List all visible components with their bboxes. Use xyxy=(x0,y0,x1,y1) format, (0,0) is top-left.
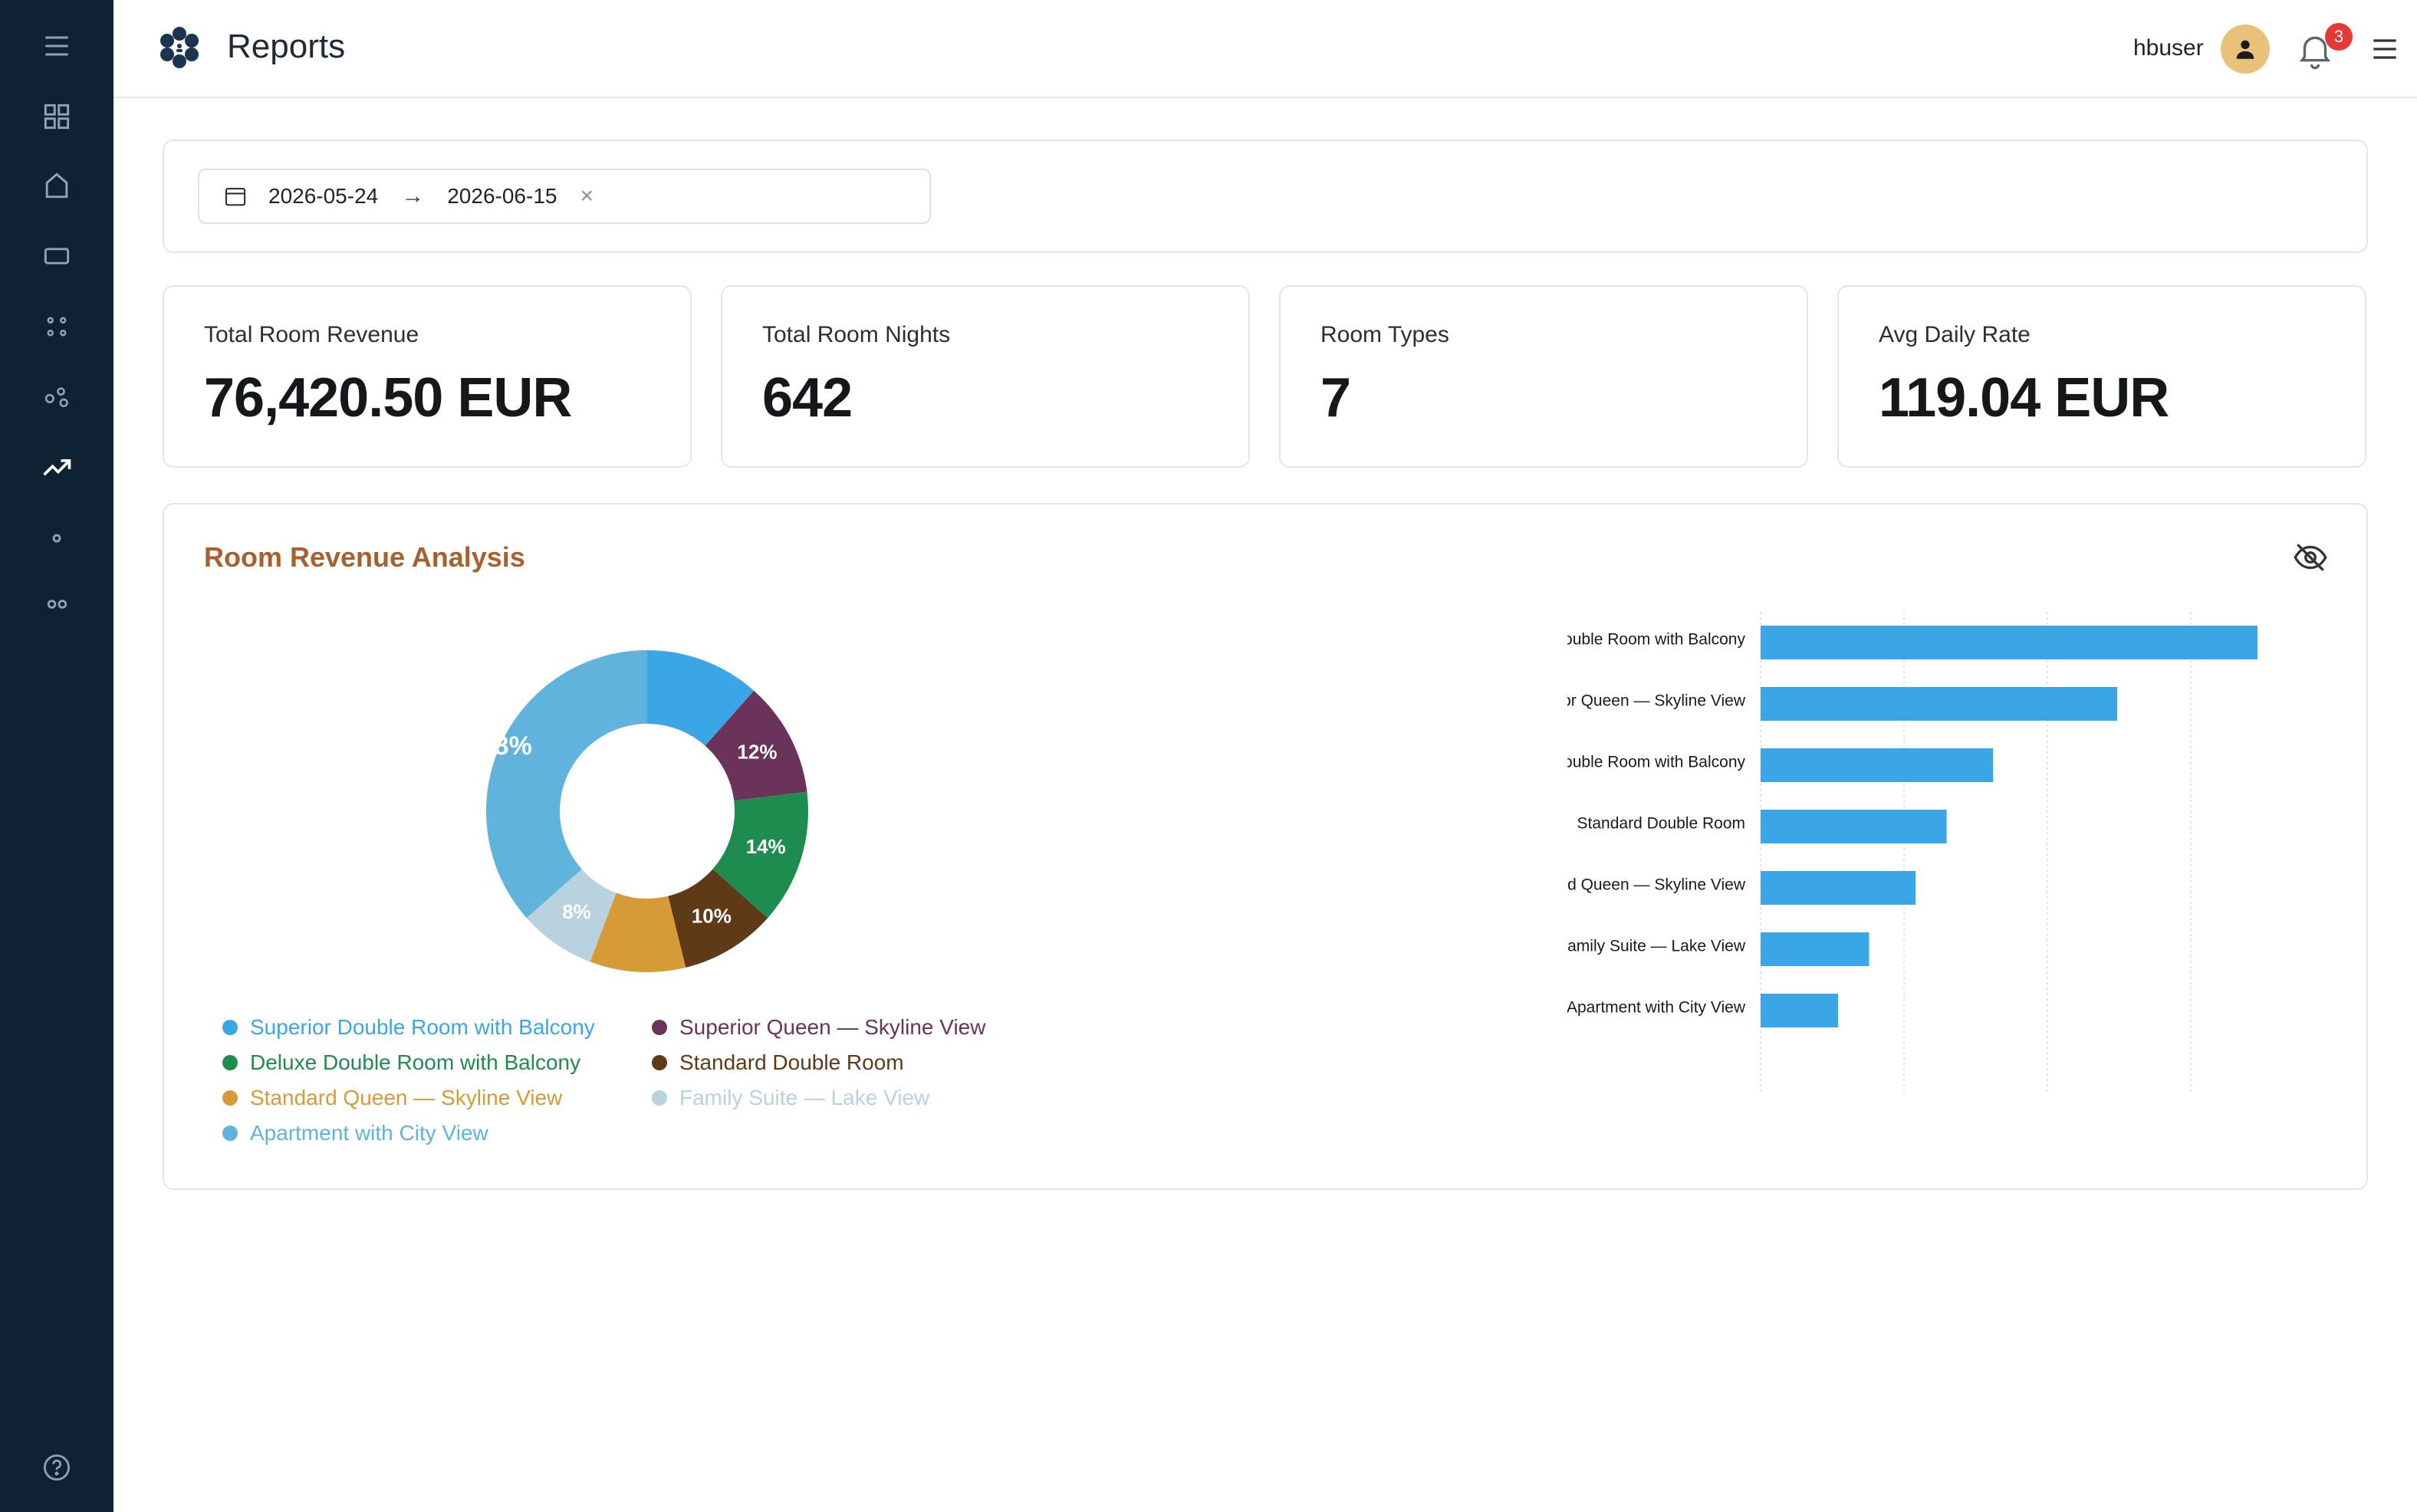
analysis-title: Room Revenue Analysis xyxy=(204,541,525,573)
sidebar xyxy=(0,0,113,1512)
legend-label: Deluxe Double Room with Balcony xyxy=(250,1050,581,1074)
bar-category-label: Standard Double Room xyxy=(1577,815,1745,833)
bar-category-label: Superior Double Room with Balcony xyxy=(1567,631,1745,649)
legend-dot xyxy=(222,1126,238,1141)
donut-slice[interactable] xyxy=(485,650,647,919)
reports-trend-icon[interactable] xyxy=(38,449,75,486)
donut-slice[interactable] xyxy=(526,869,617,962)
stat-value: 642 xyxy=(762,367,853,429)
bar-category-label: Deluxe Double Room with Balcony xyxy=(1567,754,1745,771)
dashboard-grid-icon[interactable] xyxy=(38,98,75,135)
legend-dot xyxy=(652,1055,667,1070)
bar[interactable] xyxy=(1761,748,1994,782)
end-date-input[interactable]: 2026-06-15 xyxy=(447,184,557,208)
legend-dot xyxy=(652,1020,667,1035)
legend-label: Superior Double Room with Balcony xyxy=(250,1015,595,1039)
hide-eye-icon[interactable] xyxy=(2291,538,2330,577)
filter-card: 2026-05-24 → 2026-06-15 × xyxy=(163,140,2368,253)
legend-item[interactable]: Standard Double Room xyxy=(652,1050,904,1075)
stat-value: 119.04 EUR xyxy=(1879,367,2169,429)
bar[interactable] xyxy=(1761,810,1947,843)
calendar-icon xyxy=(225,188,246,206)
donut-slice-label: 10% xyxy=(692,905,732,928)
legend-label: Family Suite — Lake View xyxy=(679,1086,930,1109)
stat-card-room-types: Room Types 7 xyxy=(1279,285,1808,468)
donut-slice-label: 12% xyxy=(737,741,777,764)
page-title: Reports xyxy=(227,28,346,65)
stat-value: 7 xyxy=(1320,367,1351,429)
bar-category-label: Apartment with City View xyxy=(1567,999,1746,1017)
bar[interactable] xyxy=(1761,626,2258,659)
bar-category-label: Standard Queen — Skyline View xyxy=(1567,876,1746,894)
stat-card-total-room-nights: Total Room Nights 642 xyxy=(721,285,1250,468)
bar[interactable] xyxy=(1761,932,1869,966)
date-range-picker[interactable]: 2026-05-24 → 2026-06-15 × xyxy=(198,169,931,224)
rooms-icon[interactable] xyxy=(38,238,75,274)
bar-category-label: Superior Queen — Skyline View xyxy=(1567,692,1746,710)
notification-bell-icon[interactable] xyxy=(2294,29,2336,71)
apps-dots-icon[interactable] xyxy=(38,308,75,345)
legend-item[interactable]: Standard Queen — Skyline View xyxy=(222,1086,562,1110)
arrow-right-icon: → xyxy=(401,183,425,209)
stat-label: Total Room Revenue xyxy=(204,322,419,347)
home-icon[interactable] xyxy=(38,167,75,204)
donut-chart: 12% 14% 10% 8% 38% xyxy=(480,650,808,972)
header-menu-icon[interactable] xyxy=(2368,32,2402,66)
legend-dot xyxy=(652,1090,667,1106)
donut-slice-label: 14% xyxy=(746,835,786,858)
legend-item[interactable]: Apartment with City View xyxy=(222,1121,488,1146)
connections-icon[interactable] xyxy=(38,379,75,416)
room-revenue-analysis-card: Room Revenue Analysis 12% 14% 10% 8% 38% Sup… xyxy=(163,503,2368,1190)
avatar[interactable] xyxy=(2221,25,2270,74)
stat-label: Room Types xyxy=(1320,322,1449,347)
top-header: Reports hbuser 3 xyxy=(113,0,2417,98)
clear-date-icon[interactable]: × xyxy=(580,183,594,209)
logo-icon[interactable] xyxy=(155,23,204,72)
donut-slice[interactable] xyxy=(647,650,755,746)
single-dot-icon[interactable] xyxy=(38,520,75,557)
stat-value: 76,420.50 EUR xyxy=(204,367,572,429)
stat-card-avg-daily-rate: Avg Daily Rate 119.04 EUR xyxy=(1837,285,2366,468)
donut-slice[interactable] xyxy=(712,791,808,919)
legend-label: Standard Queen — Skyline View xyxy=(250,1086,563,1109)
help-icon[interactable] xyxy=(38,1449,75,1486)
legend-dot xyxy=(222,1090,238,1106)
start-date-input[interactable]: 2026-05-24 xyxy=(268,184,379,208)
legend-item[interactable]: Superior Queen — Skyline View xyxy=(652,1015,985,1040)
legend-item[interactable]: Superior Double Room with Balcony xyxy=(222,1015,595,1040)
menu-toggle-icon[interactable] xyxy=(38,28,75,64)
donut-slice[interactable] xyxy=(705,690,807,801)
bar[interactable] xyxy=(1761,687,2117,721)
legend-item[interactable]: Deluxe Double Room with Balcony xyxy=(222,1050,580,1075)
donut-slice-label: 8% xyxy=(562,900,591,923)
donut-slice-label: 38% xyxy=(480,731,532,761)
double-dot-icon[interactable] xyxy=(38,586,75,623)
legend-label: Standard Double Room xyxy=(679,1050,904,1074)
notification-badge: 3 xyxy=(2325,23,2353,51)
bar[interactable] xyxy=(1761,994,1839,1027)
bar[interactable] xyxy=(1761,871,1916,905)
donut-slice[interactable] xyxy=(668,869,768,968)
legend-dot xyxy=(222,1020,238,1035)
stat-label: Avg Daily Rate xyxy=(1879,322,2031,347)
legend-dot xyxy=(222,1055,238,1070)
bar-category-label: Family Suite — Lake View xyxy=(1567,938,1746,955)
stat-card-total-room-revenue: Total Room Revenue 76,420.50 EUR xyxy=(163,285,692,468)
legend-label: Apartment with City View xyxy=(250,1121,488,1145)
legend-label: Superior Queen — Skyline View xyxy=(679,1015,986,1039)
bar-chart: Superior Double Room with Balcony Superio… xyxy=(1567,612,2258,1095)
username-label[interactable]: hbuser xyxy=(2133,35,2204,61)
legend-item[interactable]: Family Suite — Lake View xyxy=(652,1086,929,1110)
donut-slice[interactable] xyxy=(590,892,686,972)
user-icon xyxy=(2236,40,2254,59)
stat-label: Total Room Nights xyxy=(762,322,951,347)
